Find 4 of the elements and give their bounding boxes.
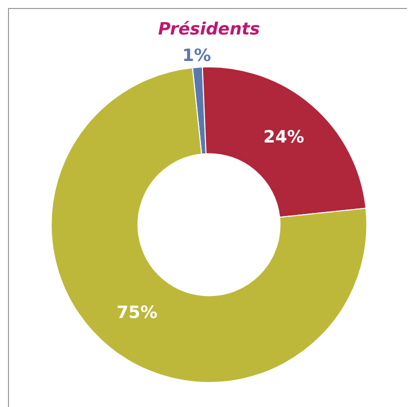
data-label: 75%: [116, 303, 158, 324]
data-label: 24%: [263, 128, 304, 148]
data-label: 1%: [182, 46, 212, 66]
chart-title: Présidents: [158, 20, 260, 40]
